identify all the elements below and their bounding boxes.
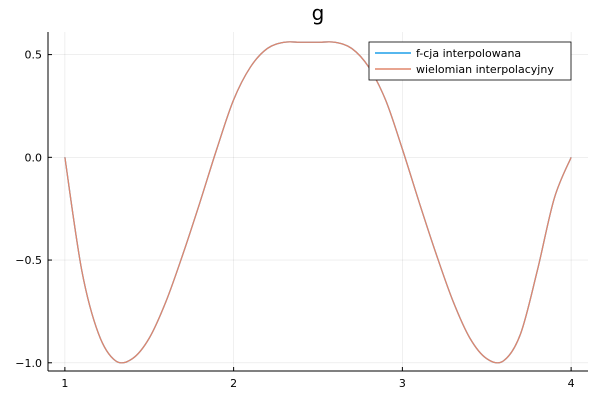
series-line-2 — [64, 41, 572, 364]
series-line-1 — [64, 41, 572, 364]
axes — [47, 32, 588, 372]
legend-box — [368, 41, 572, 81]
y-tick-label: 0.5 — [25, 49, 43, 62]
x-tick-label: 1 — [61, 377, 68, 390]
series-group — [64, 41, 572, 364]
legend: f-cja interpolowana wielomian interpolacy… — [368, 41, 572, 81]
tick-labels: 1 2 3 4 −1.0 −0.5 0.0 0.5 — [15, 49, 574, 390]
grid — [48, 32, 588, 371]
y-tick-label: 0.0 — [25, 151, 43, 164]
legend-label-2: wielomian interpolacyjny — [416, 63, 554, 76]
x-tick-label: 2 — [230, 377, 237, 390]
y-tick-label: −0.5 — [15, 254, 42, 267]
x-tick-label: 3 — [399, 377, 406, 390]
chart-title: g — [312, 1, 325, 25]
legend-label-1: f-cja interpolowana — [416, 47, 521, 60]
y-tick-label: −1.0 — [15, 357, 42, 370]
x-tick-label: 4 — [568, 377, 575, 390]
